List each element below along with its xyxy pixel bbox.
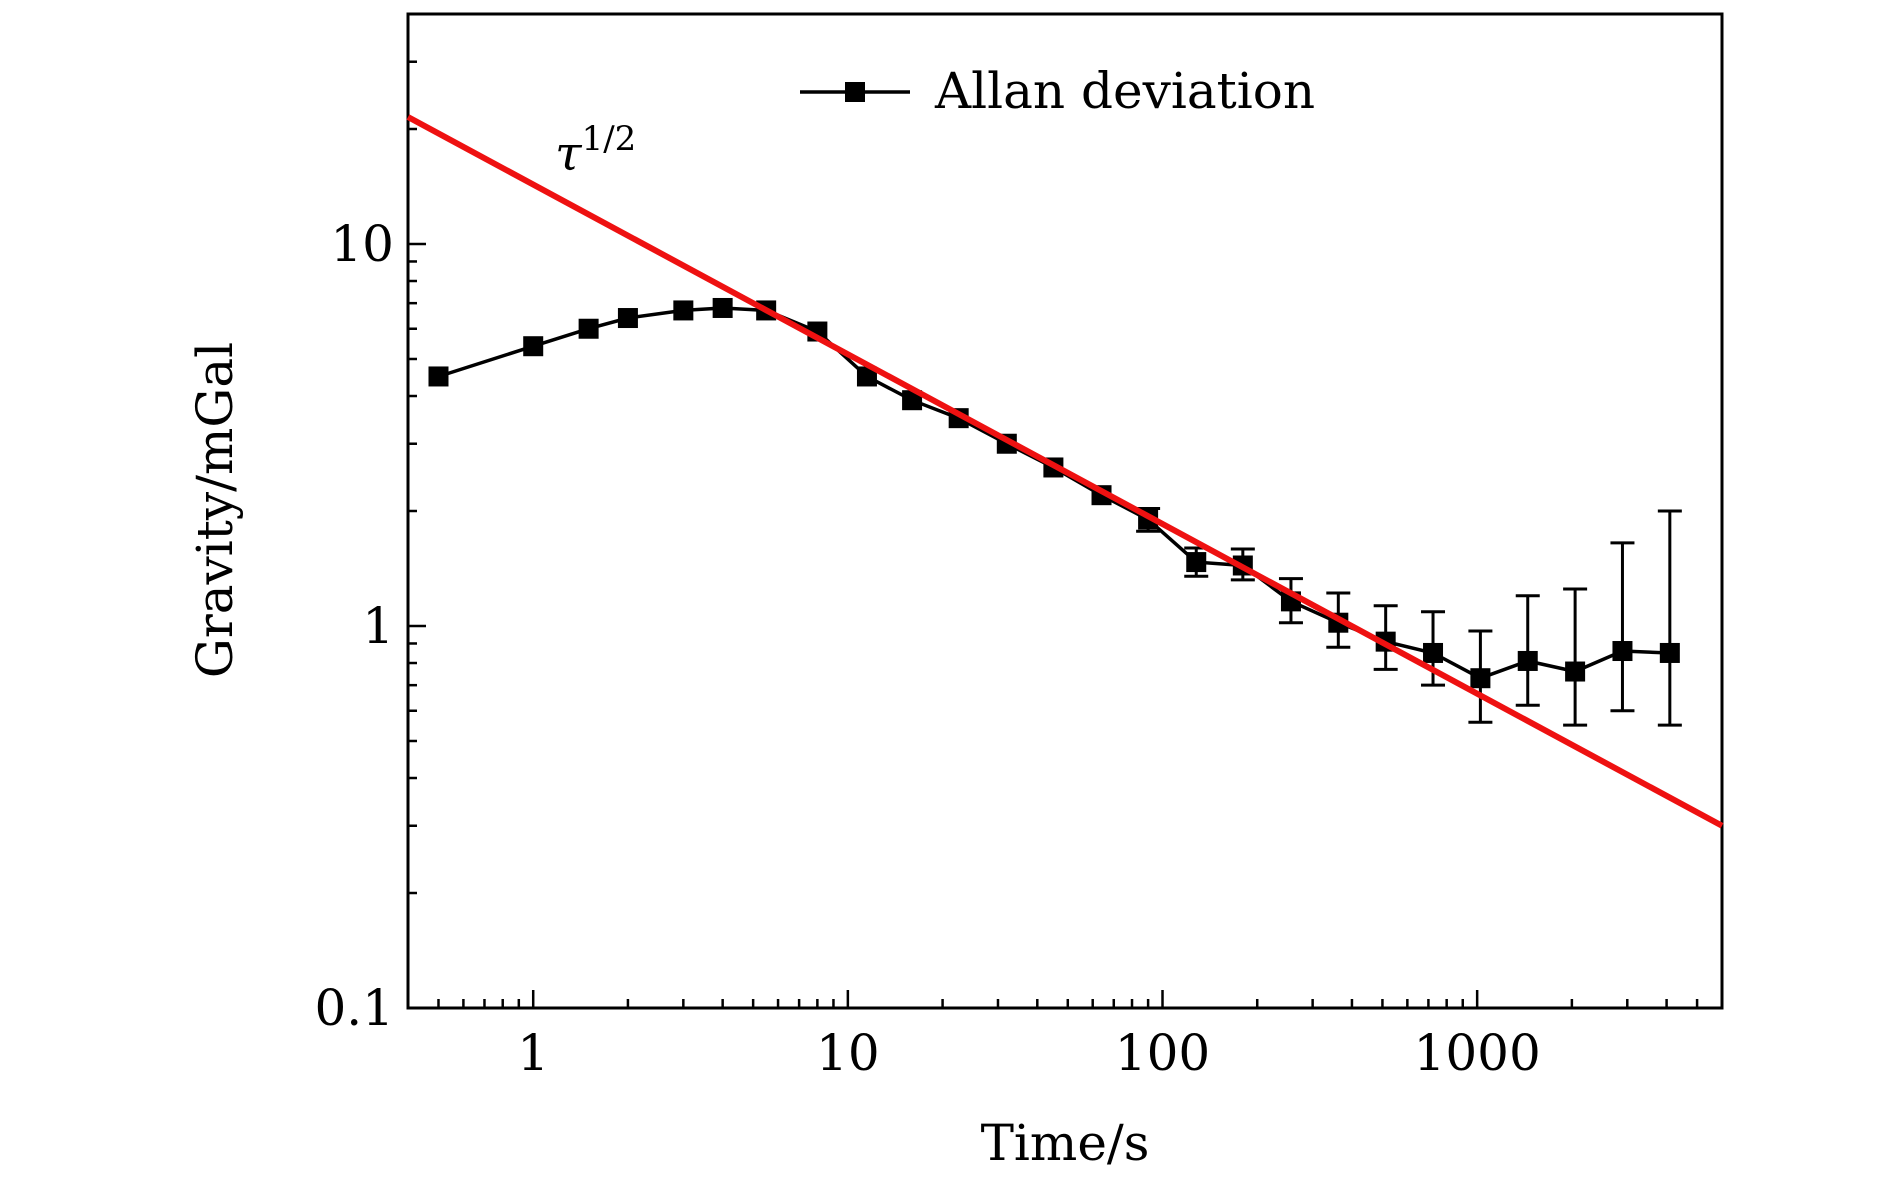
data-point-square (1565, 661, 1586, 682)
x-tick-label: 1 (517, 1024, 549, 1082)
data-point-square (902, 390, 923, 411)
annotation-exponent: 1/2 (582, 119, 637, 159)
data-point-square (1659, 642, 1680, 663)
data-point-square (1612, 641, 1633, 662)
x-tick-label: 100 (1115, 1024, 1210, 1082)
fit-line-annotation: τ1/2 (555, 119, 636, 182)
axis-ticks: 1 10 100 1000 0.1 1 10 (314, 12, 1724, 1082)
data-point-square (428, 366, 449, 387)
legend: Allan deviation (800, 62, 1315, 120)
x-axis-label: Time/s (981, 1114, 1150, 1172)
data-point-square (712, 297, 733, 318)
data-point-square (856, 366, 877, 387)
data-point-square (617, 308, 638, 329)
legend-label: Allan deviation (934, 62, 1315, 120)
fit-line-red (406, 114, 1724, 829)
annotation-base: τ (555, 126, 583, 182)
x-tick-label: 10 (816, 1024, 880, 1082)
axis-labels: Time/s Gravity/mGal (186, 342, 1149, 1172)
data-point-square (523, 336, 544, 357)
series-line (437, 306, 1670, 681)
plot-border (406, 12, 1724, 1010)
y-tick-label: 10 (330, 215, 394, 273)
data-point-square (1470, 668, 1491, 689)
y-tick-label: 1 (362, 597, 394, 655)
legend-marker-square (845, 82, 865, 102)
plot-frame (406, 12, 1724, 1010)
data-point-square (578, 318, 599, 339)
y-axis-label: Gravity/mGal (186, 342, 244, 678)
y-tick-label: 0.1 (314, 979, 394, 1037)
data-point-square (673, 300, 694, 321)
data-point-square (1423, 642, 1444, 663)
fit-line-layer: τ1/2 (406, 114, 1724, 829)
data-point-square (1186, 552, 1207, 573)
data-point-square (1517, 650, 1538, 671)
x-tick-label: 1000 (1414, 1024, 1541, 1082)
series-layer (428, 297, 1682, 727)
